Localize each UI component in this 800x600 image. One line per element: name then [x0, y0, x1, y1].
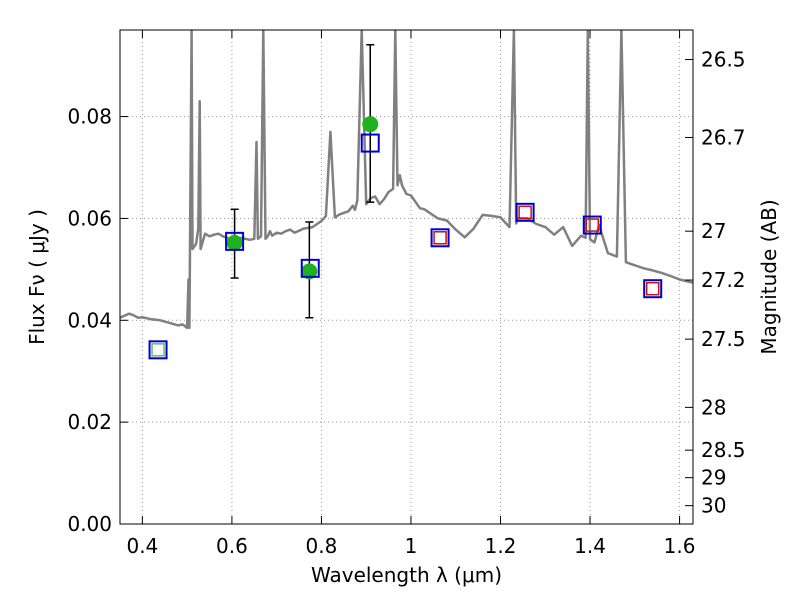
y-tick-label: 0.08	[67, 105, 112, 129]
y-tick-label: 0.02	[67, 410, 112, 434]
x-tick-label: 1.6	[664, 534, 696, 558]
y-axis-label: Flux Fν ( μJy )	[25, 209, 49, 345]
model-photometry-inner-box	[433, 231, 447, 245]
model-photometry-inner-box	[645, 281, 660, 296]
y2-tick-label: 30	[701, 494, 726, 518]
model-photometry-box	[148, 340, 168, 360]
x-axis-label: Wavelength λ (μm)	[311, 563, 502, 587]
model-photometry-inner-box	[585, 218, 600, 232]
observed-point	[226, 234, 243, 251]
model-spectrum-line	[120, 30, 693, 330]
model-photometry-box	[300, 258, 320, 278]
x-tick-label: 0.6	[216, 534, 248, 558]
model-photometry-box	[515, 202, 535, 222]
y2-tick-label: 29	[701, 466, 726, 490]
model-photometry-layer	[148, 133, 663, 360]
observed-point	[301, 263, 318, 280]
x-tick-label: 1.4	[574, 534, 606, 558]
x-tick-label: 0.8	[306, 534, 338, 558]
y-tick-label: 0.00	[67, 512, 112, 536]
y2-tick-label: 27.5	[701, 327, 746, 351]
y2-tick-label: 27.2	[701, 268, 746, 292]
y2-axis-label: Magnitude (AB)	[757, 199, 781, 354]
y-tick-label: 0.06	[67, 206, 112, 230]
model-photometry-inner-box	[518, 205, 532, 220]
y2-tick-label: 26.7	[701, 125, 746, 149]
tick-layer: 0.4 0.6 0.8 1 1.2 1.4 1.6 0.00 0.02 0.04 0.06 0.08 2…	[67, 30, 746, 558]
y2-tick-label: 27	[701, 219, 726, 243]
grid-layer	[120, 30, 693, 525]
model-photometry-box	[643, 279, 663, 299]
model-photometry-inner-box	[151, 343, 165, 357]
x-tick-label: 0.4	[126, 534, 158, 558]
model-spectrum-layer	[120, 30, 693, 330]
y-tick-label: 0.04	[67, 308, 112, 332]
y2-tick-label: 26.5	[701, 48, 746, 72]
y2-tick-label: 28	[701, 395, 726, 419]
x-tick-label: 1.2	[485, 534, 517, 558]
x-tick-label: 1	[405, 534, 418, 558]
model-photometry-box	[430, 228, 450, 248]
observed-points-layer	[226, 116, 379, 280]
model-photometry-box	[582, 215, 602, 235]
observed-point	[362, 116, 379, 133]
y2-tick-label: 28.5	[701, 438, 746, 462]
plot-frame	[119, 29, 694, 525]
model-photometry-box	[360, 133, 380, 153]
model-photometry-box	[225, 231, 245, 251]
